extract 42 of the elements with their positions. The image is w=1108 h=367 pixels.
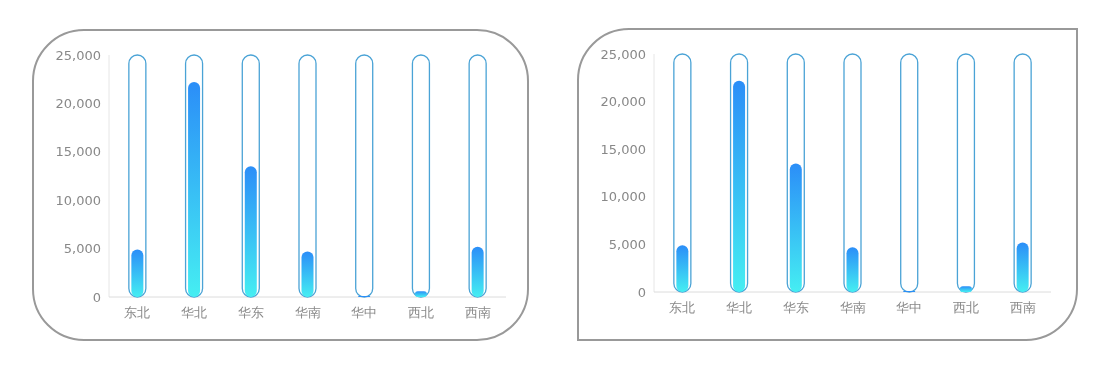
bar [733,80,746,292]
y-tick-label: 5,000 [63,241,101,257]
x-tick-label: 华北 [181,305,208,320]
y-tick-label: 20,000 [55,95,101,111]
x-tick-label: 西南 [1009,300,1036,315]
bar [956,53,976,293]
bar [471,246,484,297]
x-tick-label: 华中 [896,300,923,315]
y-tick-label: 15,000 [55,144,101,160]
x-tick-label: 华东 [782,300,809,315]
y-tick-label: 10,000 [600,189,646,205]
x-tick-label: 东北 [124,305,151,320]
bar [414,291,427,297]
bar [789,163,802,292]
x-tick-label: 华南 [294,305,321,320]
bar [1016,242,1029,292]
bar [846,247,859,292]
y-tick-label: 25,000 [55,47,101,63]
bar [676,245,689,292]
y-tick-label: 15,000 [600,141,646,157]
x-tick-label: 西北 [952,300,979,315]
y-tick-label: 0 [92,289,101,305]
y-tick-label: 0 [637,284,646,300]
bar [900,53,919,293]
y-tick-label: 20,000 [600,94,646,110]
bar [355,54,374,298]
y-tick-label: 10,000 [55,192,101,208]
bar [188,82,201,297]
bar [131,249,144,297]
y-tick-label: 25,000 [600,46,646,62]
bar [411,54,431,298]
y-tick-label: 5,000 [608,236,646,252]
x-tick-label: 西南 [464,305,491,320]
x-tick-label: 东北 [669,300,696,315]
x-tick-label: 华北 [726,300,753,315]
bar [959,286,972,292]
bar [244,166,257,297]
x-tick-label: 西北 [407,305,434,320]
bar [301,251,314,297]
x-tick-label: 华东 [237,305,264,320]
x-tick-label: 华南 [839,300,866,315]
x-tick-label: 华中 [351,305,378,320]
